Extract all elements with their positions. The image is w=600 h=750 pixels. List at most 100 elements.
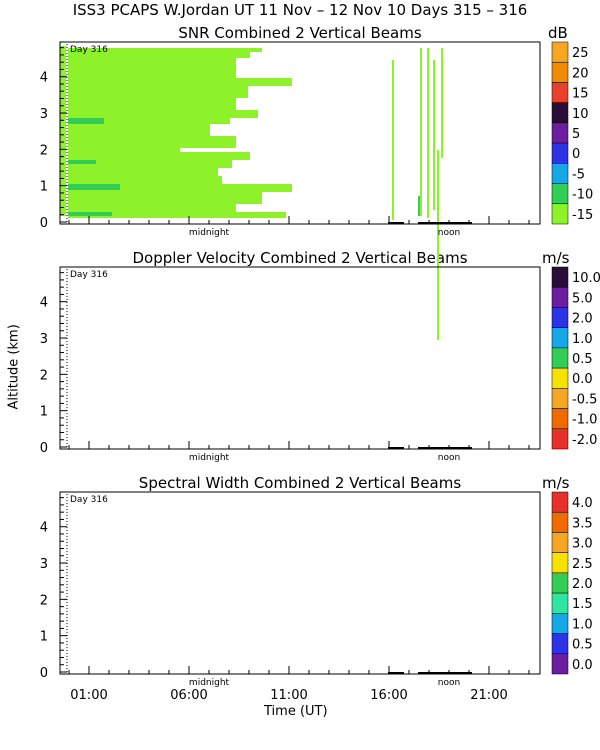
snr-echo-band xyxy=(68,160,232,168)
colorbar-swatch xyxy=(551,122,569,144)
colorbar-label: 0.5 xyxy=(572,352,593,367)
width-units: m/s xyxy=(542,474,570,492)
snr-echo-band-strong xyxy=(68,212,112,216)
colorbar-swatch xyxy=(551,286,569,308)
colorbar-label: 2.5 xyxy=(572,557,593,572)
colorbar-label: -1.0 xyxy=(572,413,597,428)
colorbar-label: -5 xyxy=(572,167,585,182)
colorbar-swatch xyxy=(551,552,569,574)
snr-echo-column xyxy=(60,46,66,216)
colorbar-swatch xyxy=(551,142,569,164)
colorbar-swatch xyxy=(551,572,569,594)
snr-echo-streak xyxy=(427,48,429,218)
snr-echo-streak xyxy=(441,48,443,158)
y-tick-label: 0 xyxy=(40,216,48,231)
colorbar-label: 3.0 xyxy=(572,537,593,552)
colorbar-label: 10 xyxy=(572,107,589,122)
colorbar-label: 0.5 xyxy=(572,638,593,653)
noon-label: noon xyxy=(438,228,460,238)
colorbar-swatch xyxy=(551,592,569,614)
colorbar-label: 15 xyxy=(572,87,589,102)
y-tick-label: 0 xyxy=(40,441,48,456)
y-tick-label: 3 xyxy=(40,332,48,347)
snr-echo-band xyxy=(68,78,292,86)
snr-echo-band-strong xyxy=(68,160,96,164)
snr-echo-band xyxy=(68,124,210,136)
y-tick-label: 4 xyxy=(40,71,48,86)
snr-echo-streak xyxy=(392,60,394,220)
colorbar-swatch xyxy=(551,613,569,634)
colorbar-swatch xyxy=(551,183,569,205)
x-tick-label: 16:00 xyxy=(370,688,407,703)
colorbar-label: 4.0 xyxy=(572,496,593,511)
snr-echo-band xyxy=(68,58,236,78)
colorbar-label: -10 xyxy=(572,188,593,203)
snr-echo-band xyxy=(68,98,236,110)
doppler-panel-title: Doppler Velocity Combined 2 Vertical Bea… xyxy=(132,249,468,267)
y-tick-label: 3 xyxy=(40,557,48,572)
colorbar-label: -15 xyxy=(572,208,593,223)
colorbar-swatch xyxy=(551,388,569,409)
y-tick-label: 0 xyxy=(40,666,48,681)
snr-echo-streak xyxy=(418,196,420,216)
colorbar-label: -2.0 xyxy=(572,433,597,448)
snr-echo-band-strong xyxy=(68,118,104,124)
colorbar-swatch xyxy=(551,491,569,513)
snr-echo-band xyxy=(68,192,262,204)
colorbar-swatch xyxy=(551,633,569,655)
plot-frame xyxy=(59,41,541,225)
colorbar-swatch xyxy=(551,41,569,63)
snr-echo-band xyxy=(68,86,248,98)
y-tick-label: 1 xyxy=(40,630,48,645)
y-tick-label: 1 xyxy=(40,405,48,420)
colorbar-label: 0.0 xyxy=(572,658,593,673)
midnight-label: midnight xyxy=(189,228,230,238)
snr-echo-band xyxy=(68,176,222,184)
snr-echo-band xyxy=(68,168,218,176)
snr-echo-field xyxy=(60,46,443,340)
snr-echo-streak xyxy=(437,150,439,340)
x-tick-label: 21:00 xyxy=(470,688,507,703)
colorbar-swatch xyxy=(551,532,569,553)
colorbar-swatch xyxy=(551,102,569,124)
colorbar-label: 1.5 xyxy=(572,597,593,612)
colorbar-label: -0.5 xyxy=(572,392,597,407)
colorbar-swatch xyxy=(551,347,569,369)
day-label: Day 316 xyxy=(70,270,108,280)
colorbar-swatch xyxy=(551,203,569,225)
snr-echo-band xyxy=(68,212,286,218)
colorbar-swatch xyxy=(551,307,569,328)
snr-echo-band xyxy=(68,184,292,192)
plot-frame xyxy=(59,266,541,450)
snr-echo-streak xyxy=(420,48,422,216)
figure-title: ISS3 PCAPS W.Jordan UT 11 Nov – 12 Nov 1… xyxy=(72,1,528,19)
doppler-units: m/s xyxy=(542,249,570,267)
snr-echo-band xyxy=(68,118,230,124)
colorbar-label: 5.0 xyxy=(572,291,593,306)
y-tick-label: 2 xyxy=(40,368,48,383)
colorbar-label: 0 xyxy=(572,147,580,162)
colorbar-label: 3.5 xyxy=(572,516,593,531)
colorbar-swatch xyxy=(551,82,569,103)
snr-echo-band xyxy=(68,148,180,152)
snr-echo-band xyxy=(68,204,236,212)
colorbar-label: 25 xyxy=(572,46,589,61)
colorbar-label: 2.0 xyxy=(572,312,593,327)
colorbar-label: 1.0 xyxy=(572,617,593,632)
snr-echo-band xyxy=(68,152,250,160)
snr-echo-band xyxy=(68,110,258,118)
colorbar-label: 10.0 xyxy=(572,271,600,286)
snr-echo-band-strong xyxy=(68,184,120,190)
day-label: Day 316 xyxy=(70,495,108,505)
snr-echo-streak xyxy=(433,60,435,210)
midnight-label: midnight xyxy=(189,678,230,688)
colorbar-label: 1.0 xyxy=(572,332,593,347)
x-tick-label: 06:00 xyxy=(170,688,207,703)
colorbar-swatch xyxy=(551,327,569,349)
y-tick-label: 2 xyxy=(40,143,48,158)
midnight-label: midnight xyxy=(189,453,230,463)
snr-echo-band xyxy=(68,48,262,52)
colorbar-swatch xyxy=(551,367,569,389)
